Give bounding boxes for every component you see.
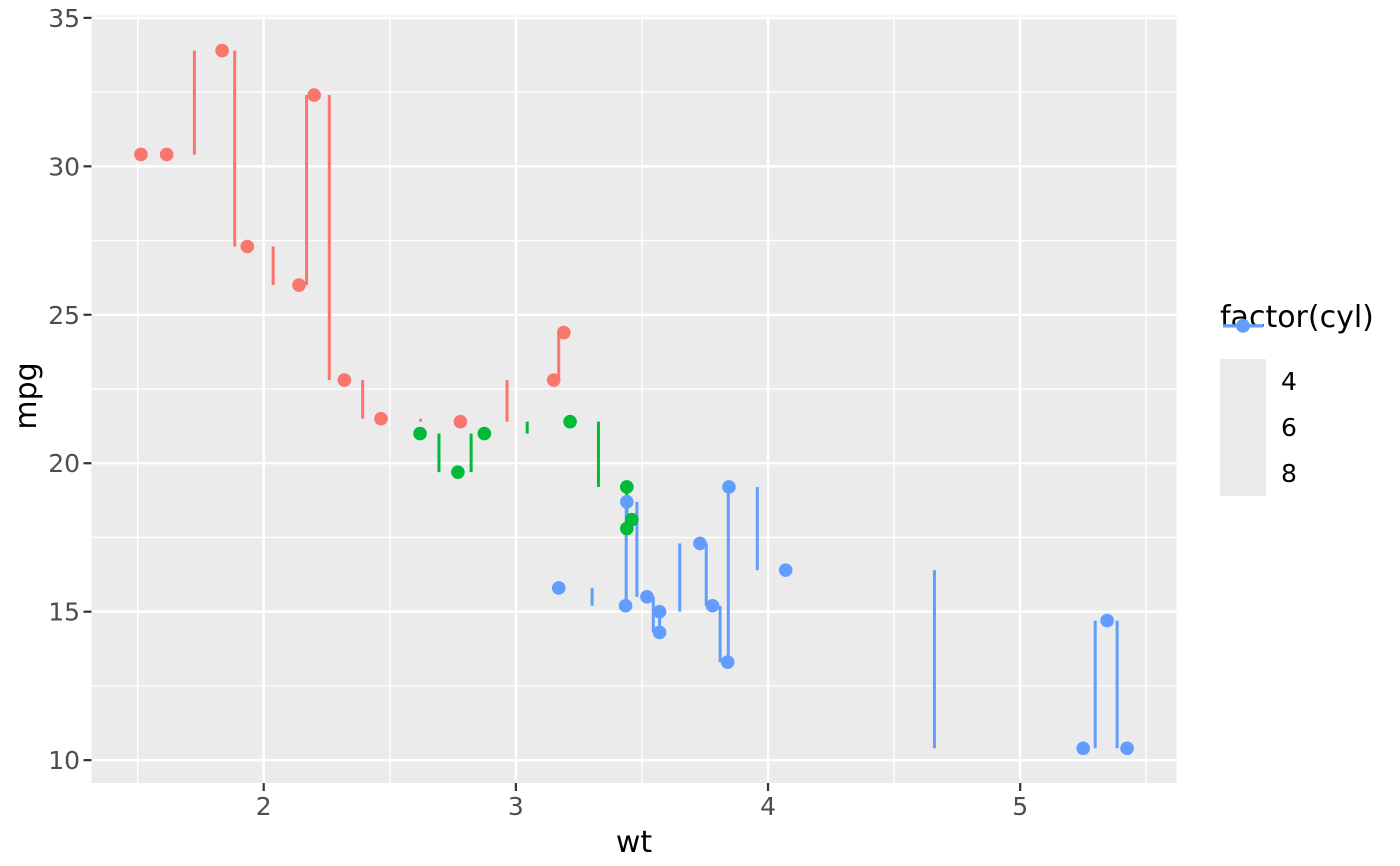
legend-key-cyl4 — [1220, 319, 1266, 405]
data-point-cyl4 — [292, 278, 306, 292]
legend-label-cyl6: 6 — [1281, 413, 1297, 443]
data-point-cyl8 — [551, 581, 566, 595]
data-point-cyl8 — [618, 598, 633, 613]
data-point-cyl8 — [693, 536, 707, 551]
data-point-cyl6 — [477, 426, 492, 441]
legend-glyph-cyl8 — [1223, 319, 1263, 333]
x-tick-label: 2 — [256, 792, 272, 821]
data-point-cyl8 — [720, 655, 735, 669]
data-point-cyl6 — [620, 480, 634, 494]
y-tick-label: 25 — [48, 301, 80, 330]
data-point-cyl8 — [640, 590, 654, 604]
y-tick-label: 20 — [48, 449, 80, 478]
legend-item-cyl8: 8 — [1220, 319, 1374, 497]
y-tick-label: 15 — [48, 598, 80, 627]
y-tick-label: 10 — [48, 746, 80, 775]
data-point-cyl6 — [625, 512, 639, 527]
data-point-cyl8 — [1100, 613, 1114, 628]
legend-items: 4 6 8 — [1220, 319, 1374, 497]
data-point-cyl4 — [546, 373, 561, 387]
x-tick-label: 5 — [1012, 792, 1028, 821]
data-point-cyl8 — [778, 563, 793, 577]
y-axis-title: mpg — [9, 362, 44, 430]
x-axis-title: wt — [615, 825, 653, 860]
data-point-cyl6 — [563, 414, 577, 429]
y-tick-label: 35 — [48, 4, 80, 33]
data-point-cyl4 — [337, 373, 352, 387]
data-point-cyl4 — [556, 325, 571, 340]
data-point-cyl4 — [374, 411, 388, 426]
data-point-cyl4 — [240, 239, 255, 254]
data-point-cyl8 — [722, 480, 736, 494]
data-point-cyl8 — [620, 495, 634, 509]
data-point-cyl8 — [705, 598, 720, 613]
legend-key-cyl8 — [1220, 319, 1266, 497]
legend-item-cyl4: 4 — [1220, 319, 1374, 405]
data-point-cyl4 — [215, 43, 229, 58]
data-point-cyl4 — [159, 147, 174, 162]
legend-item-cyl6: 6 — [1220, 319, 1374, 451]
data-point-cyl8 — [652, 625, 667, 640]
legend-label-cyl8: 8 — [1281, 458, 1297, 488]
data-point-cyl4 — [134, 147, 148, 162]
x-tick-label: 4 — [760, 792, 776, 821]
data-point-cyl6 — [451, 465, 465, 479]
legend-key-cyl6 — [1220, 319, 1266, 451]
data-point-cyl4 — [307, 88, 321, 102]
data-point-cyl8 — [1076, 741, 1091, 756]
data-point-cyl6 — [413, 426, 427, 441]
data-point-cyl8 — [1120, 741, 1134, 756]
panel-background — [91, 15, 1177, 783]
data-point-cyl4 — [453, 414, 468, 429]
legend-point-icon — [1236, 319, 1250, 333]
x-tick-label: 3 — [508, 792, 524, 821]
y-tick-label: 30 — [48, 152, 80, 181]
data-point-cyl8 — [652, 604, 667, 619]
legend-label-cyl4: 4 — [1281, 367, 1297, 397]
